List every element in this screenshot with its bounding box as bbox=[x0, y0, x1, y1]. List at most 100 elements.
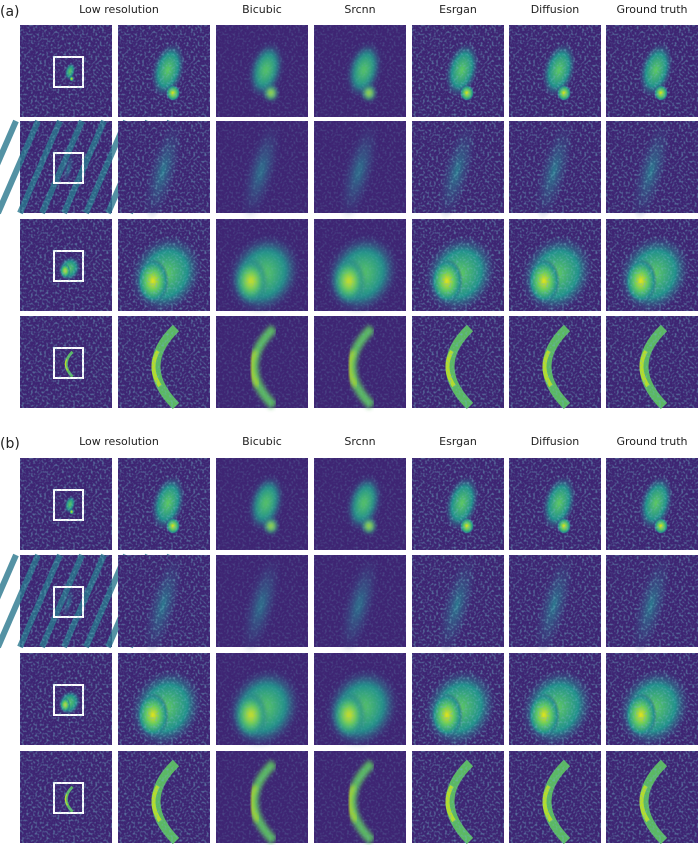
image-tile bbox=[412, 751, 504, 845]
noise bbox=[216, 653, 308, 745]
noise bbox=[20, 653, 112, 745]
noise bbox=[314, 121, 406, 213]
noise bbox=[216, 751, 308, 843]
image-tile bbox=[216, 316, 308, 410]
image-tile bbox=[509, 751, 601, 845]
noise bbox=[606, 219, 698, 311]
image-tile bbox=[509, 653, 601, 747]
image-tile bbox=[314, 751, 406, 845]
noise bbox=[509, 25, 601, 117]
image-tile bbox=[606, 219, 698, 313]
image-tile bbox=[606, 316, 698, 410]
noise bbox=[20, 458, 112, 550]
noise bbox=[118, 316, 210, 408]
noise bbox=[412, 316, 504, 408]
noise bbox=[118, 25, 210, 117]
column-header: Ground truth bbox=[616, 435, 687, 448]
image-tile bbox=[412, 121, 504, 220]
noise bbox=[20, 219, 112, 311]
noise bbox=[216, 25, 308, 117]
noise bbox=[216, 219, 308, 311]
image-tile bbox=[118, 751, 210, 845]
stripe bbox=[0, 553, 19, 600]
image-tile bbox=[606, 458, 698, 550]
noise bbox=[118, 219, 210, 311]
noise bbox=[20, 555, 112, 647]
noise bbox=[314, 219, 406, 311]
noise bbox=[509, 316, 601, 408]
noise bbox=[216, 121, 308, 213]
noise bbox=[509, 653, 601, 745]
noise bbox=[20, 25, 112, 117]
image-tile bbox=[20, 25, 112, 117]
image-tile bbox=[216, 219, 308, 313]
column-header: Ground truth bbox=[616, 3, 687, 16]
noise bbox=[606, 316, 698, 408]
noise bbox=[606, 121, 698, 213]
image-tile bbox=[509, 25, 601, 117]
noise bbox=[118, 653, 210, 745]
image-tile bbox=[118, 121, 210, 220]
panel-label: (b) bbox=[0, 436, 20, 452]
image-tile bbox=[216, 751, 308, 845]
image-tile bbox=[412, 555, 504, 654]
noise bbox=[314, 751, 406, 843]
column-header: Esrgan bbox=[439, 3, 477, 16]
noise bbox=[118, 458, 210, 550]
image-tile bbox=[509, 121, 601, 220]
image-tile bbox=[412, 653, 504, 747]
column-header: Low resolution bbox=[79, 435, 159, 448]
image-tile bbox=[606, 121, 698, 220]
noise bbox=[314, 25, 406, 117]
image-tile bbox=[606, 555, 698, 654]
image-tile bbox=[314, 555, 406, 654]
image-tile bbox=[509, 555, 601, 654]
image-tile bbox=[509, 219, 601, 313]
noise bbox=[314, 316, 406, 408]
noise bbox=[412, 25, 504, 117]
noise bbox=[606, 751, 698, 843]
noise bbox=[216, 316, 308, 408]
column-header: Diffusion bbox=[531, 435, 580, 448]
column-header: Bicubic bbox=[242, 435, 282, 448]
image-tile bbox=[20, 316, 112, 408]
image-tile bbox=[314, 121, 406, 220]
column-header: Low resolution bbox=[79, 3, 159, 16]
noise bbox=[118, 751, 210, 843]
noise bbox=[216, 555, 308, 647]
image-tile bbox=[20, 653, 112, 745]
noise bbox=[606, 25, 698, 117]
image-tile bbox=[216, 653, 308, 747]
noise bbox=[412, 751, 504, 843]
image-tile bbox=[412, 219, 504, 313]
image-tile bbox=[606, 653, 698, 747]
image-tile bbox=[118, 458, 210, 550]
column-header: Bicubic bbox=[242, 3, 282, 16]
image-tile bbox=[118, 25, 210, 117]
image-tile bbox=[0, 119, 173, 215]
image-tile bbox=[412, 25, 504, 117]
noise bbox=[509, 219, 601, 311]
image-tile bbox=[606, 751, 698, 845]
image-tile bbox=[216, 458, 308, 550]
noise bbox=[20, 751, 112, 843]
panel-label: (a) bbox=[0, 4, 20, 20]
noise bbox=[509, 121, 601, 213]
image-tile bbox=[118, 219, 210, 313]
noise bbox=[118, 555, 210, 647]
image-tile bbox=[314, 25, 406, 117]
noise bbox=[509, 458, 601, 550]
noise bbox=[412, 555, 504, 647]
image-tile bbox=[509, 316, 601, 410]
noise bbox=[20, 121, 112, 213]
image-tile bbox=[314, 316, 406, 410]
noise bbox=[412, 219, 504, 311]
image-tile bbox=[314, 653, 406, 747]
image-tile bbox=[216, 555, 308, 654]
noise bbox=[412, 653, 504, 745]
image-tile bbox=[216, 25, 308, 117]
noise bbox=[216, 458, 308, 550]
noise bbox=[606, 555, 698, 647]
noise bbox=[606, 653, 698, 745]
